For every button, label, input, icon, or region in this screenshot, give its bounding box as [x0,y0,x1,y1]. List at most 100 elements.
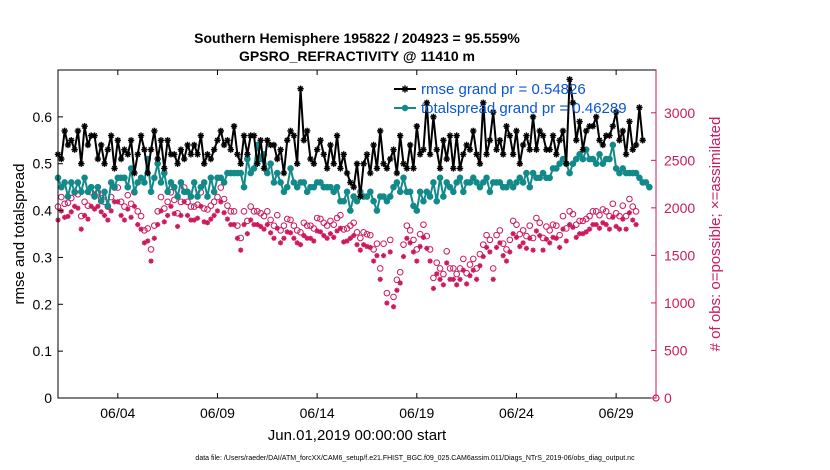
rmse-point [380,160,387,167]
totalspread-point [350,193,357,200]
obs-assimilated-point [523,245,530,251]
y-right-tick-label: 1500 [664,247,695,263]
obs-assimilated-point [520,240,526,246]
totalspread-point [273,169,281,177]
rmse-point [234,151,241,158]
rmse-point [612,108,620,116]
y-axis-left-label: rmse and totalspread [11,164,28,305]
obs-assimilated-point [268,230,274,236]
obs-possible-point [533,214,540,222]
totalspread-point [107,179,115,186]
totalspread-point [287,165,294,172]
rmse-point [629,146,636,153]
totalspread-point [64,193,72,200]
obs-assimilated-point [367,244,373,251]
obs-assimilated-point [394,287,400,293]
obs-assimilated-point [603,221,609,228]
obs-assimilated-point [553,235,559,241]
obs-possible-point [58,193,65,201]
rmse-point [559,127,567,135]
rmse-point [420,146,427,153]
obs-assimilated-point [317,229,324,235]
rmse-point [533,146,540,153]
obs-possible-point [589,208,597,215]
rmse-point [64,141,72,149]
obs-assimilated-point [68,209,74,215]
totalspread-point [347,207,354,214]
rmse-point [313,146,321,153]
obs-possible-point [493,231,500,239]
rmse-point [579,146,587,153]
obs-assimilated-point [161,219,167,225]
totalspread-point [453,179,460,186]
obs-possible-point [147,246,155,253]
rmse-point [174,160,181,167]
totalspread-point [247,169,254,177]
totalspread-point [479,179,487,186]
obs-possible-point [499,240,507,247]
totalspread-point [141,179,148,186]
obs-possible-point [254,208,261,215]
obs-possible-point [217,184,225,191]
obs-assimilated-point [208,216,214,222]
obs-possible-point [436,265,444,272]
totalspread-point [383,197,391,205]
obs-possible-point [363,230,371,238]
rmse-point [599,141,607,149]
obs-possible-point [609,200,617,208]
obs-assimilated-point [204,220,211,226]
obs-assimilated-point [417,243,423,250]
obs-possible-point [390,293,397,301]
obs-assimilated-point [450,276,456,282]
obs-possible-point [81,198,88,206]
obs-assimilated-point [148,258,154,264]
totalspread-point [91,193,98,200]
rmse-point [583,127,590,135]
obs-assimilated-point [194,215,201,221]
rmse-point [333,132,341,139]
rmse-point [460,151,467,158]
obs-assimilated-point [184,212,191,219]
rmse-point [244,151,251,158]
obs-possible-point [622,212,630,220]
obs-possible-point [483,231,490,239]
obs-assimilated-point [331,234,337,240]
rmse-point [616,137,623,144]
totalspread-point [330,188,338,196]
rmse-point [240,132,248,139]
totalspread-point [450,188,457,196]
totalspread-point [293,183,301,191]
rmse-point [230,123,238,130]
obs-possible-point [124,191,132,199]
rmse-point [539,132,547,139]
obs-assimilated-point [121,217,128,223]
obs-assimilated-point [454,282,460,288]
obs-possible-point [340,226,348,233]
obs-possible-point [579,217,587,225]
rmse-point [367,169,374,177]
x-tick-label: 06/24 [499,405,534,421]
x-tick-label: 06/04 [100,405,135,421]
rmse-point [622,151,630,158]
obs-assimilated-point [384,300,390,306]
totalspread-point [400,174,407,182]
plot-area [58,70,656,398]
obs-assimilated-point [503,258,510,264]
totalspread-series [54,141,653,214]
rmse-point [396,132,404,139]
obs-possible-point [230,208,238,215]
rmse-point [280,169,288,177]
obs-possible-point [572,221,580,228]
totalspread-point [539,169,547,177]
totalspread-point [406,188,414,196]
chart-subtitle: GPSRO_REFRACTIVITY @ 11410 m [239,48,475,64]
totalspread-point [164,188,171,196]
obs-assimilated-point [221,210,227,216]
totalspread-point [190,179,198,186]
obs-possible-point [553,222,560,229]
obs-assimilated-point [573,234,579,240]
rmse-point [161,165,168,172]
rmse-point [127,137,135,144]
obs-possible-point [234,222,241,229]
obs-possible-point [260,212,268,220]
